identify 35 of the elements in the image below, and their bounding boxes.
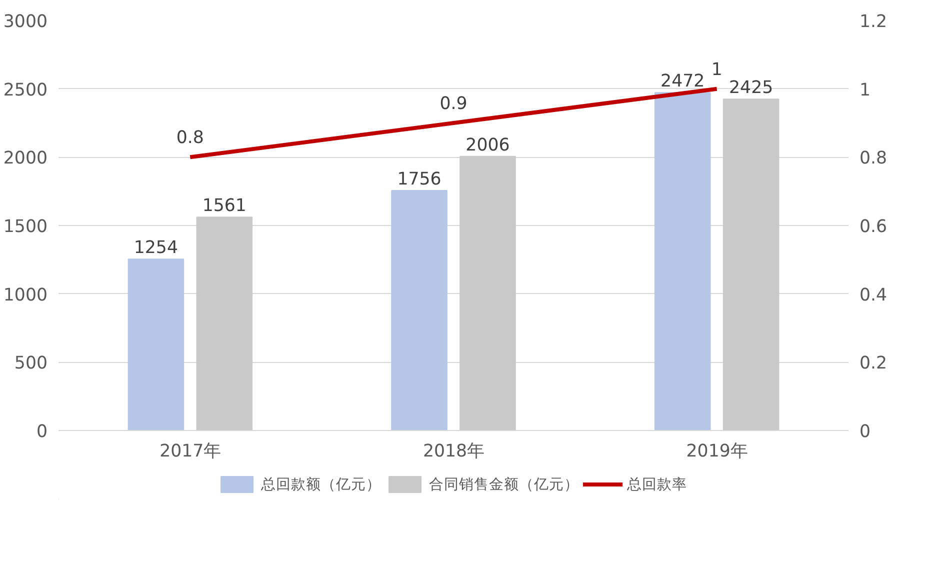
data-label: 1561	[202, 196, 246, 216]
y2-tick-label: 0	[860, 422, 871, 442]
bar	[722, 98, 780, 430]
bar	[460, 156, 516, 430]
legend-label: 总回款率	[627, 474, 687, 494]
x-tick-label: 2019年	[686, 442, 748, 462]
y-tick-label: 500	[14, 354, 48, 374]
bar	[391, 190, 448, 430]
y-tick-label: 2500	[3, 80, 48, 100]
x-tick-label: 2017年	[160, 442, 221, 462]
y2-tick-label: 1	[860, 80, 871, 100]
data-label: 2006	[466, 135, 510, 156]
data-label: 1756	[397, 170, 442, 190]
data-label: 1254	[134, 238, 178, 258]
data-label: 2472	[660, 72, 705, 92]
legend-label: 总回款额（亿元）	[261, 474, 381, 494]
data-label: 2425	[729, 78, 774, 98]
y-tick-label: 0	[36, 422, 48, 442]
x-tick-label: 2018年	[422, 442, 484, 462]
y-tick-label: 3000	[3, 12, 48, 32]
y2-tick-label: 0.4	[860, 285, 888, 306]
y2-tick-label: 1.2	[860, 12, 888, 32]
y2-tick-label: 0.2	[860, 354, 888, 374]
bar	[128, 258, 184, 430]
legend-label: 合同销售金额（亿元）	[429, 474, 579, 494]
y-tick-label: 1500	[3, 217, 48, 237]
data-label: 0.8	[176, 128, 204, 148]
y-tick-label: 2000	[3, 148, 48, 169]
data-label: 1	[711, 60, 722, 80]
data-label: 0.9	[440, 94, 468, 114]
y2-tick-label: 0.6	[860, 217, 888, 237]
y2-tick-label: 0.8	[860, 148, 888, 169]
bar	[654, 92, 711, 430]
bar	[196, 216, 253, 430]
y-tick-label: 1000	[3, 285, 48, 306]
